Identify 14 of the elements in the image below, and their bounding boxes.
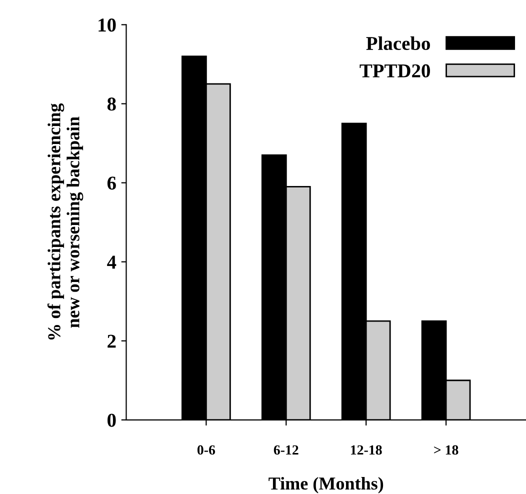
y-tick-label: 0 (108, 414, 116, 427)
y-tick-label: 8 (107, 98, 116, 111)
x-tick-label: 6-12 (274, 445, 298, 455)
x-tick-label: > 18 (434, 445, 458, 455)
y-tick-label: 10 (98, 18, 116, 32)
x-tick-label: 12-18 (351, 445, 382, 455)
legend-label: Placebo (366, 36, 430, 50)
x-axis-title: Time (Months) (268, 476, 384, 494)
y-axis-title: % of participants experiencing new or worsening backpain (47, 103, 84, 340)
y-tick-label: 6 (107, 176, 116, 190)
y-tick-label: 4 (107, 256, 116, 269)
x-tick-label: 0-6 (197, 445, 216, 455)
legend-label: TPTD20 (360, 64, 430, 78)
y-tick-label: 2 (108, 334, 116, 348)
